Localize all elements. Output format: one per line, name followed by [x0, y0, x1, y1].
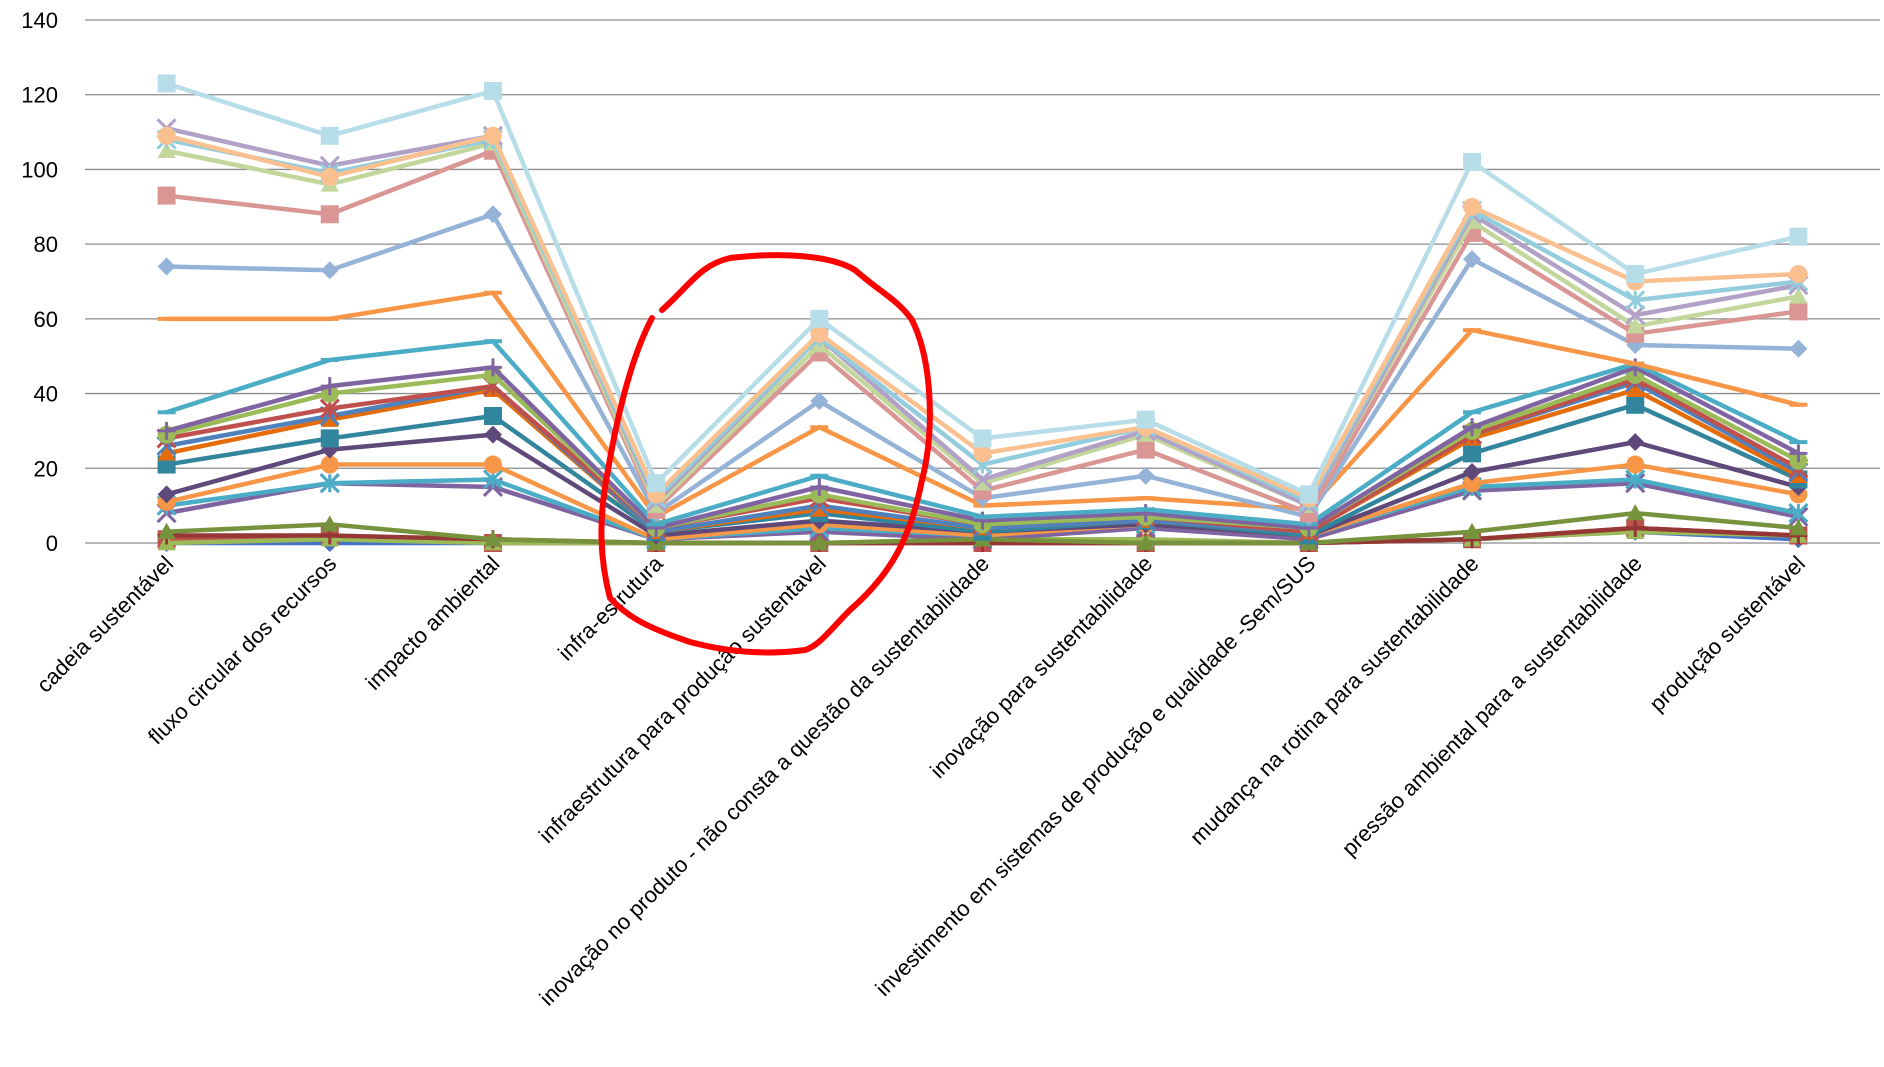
data-point	[483, 205, 502, 224]
data-point	[157, 126, 176, 145]
data-point	[1136, 534, 1155, 551]
data-point	[1626, 317, 1645, 334]
data-point	[1463, 444, 1482, 463]
data-point	[972, 469, 993, 490]
annotation-layer	[598, 252, 933, 656]
data-point	[320, 410, 339, 427]
data-point	[1463, 463, 1482, 482]
data-point	[1789, 227, 1808, 246]
data-point	[483, 530, 502, 547]
data-point	[1626, 380, 1645, 398]
data-point	[1136, 466, 1155, 485]
data-point	[973, 474, 992, 491]
data-point	[810, 534, 829, 551]
data-point	[1789, 265, 1808, 284]
data-point	[973, 444, 992, 463]
y-tick-label: 80	[34, 232, 58, 257]
y-tick-label: 100	[21, 157, 58, 182]
series-group	[156, 74, 1809, 552]
data-point	[1789, 519, 1808, 536]
data-point	[483, 406, 502, 425]
x-category-label: infra-estrutura	[553, 550, 668, 665]
data-point	[810, 392, 829, 411]
data-point	[157, 257, 176, 276]
data-point	[810, 309, 829, 328]
data-point	[483, 126, 502, 145]
data-point	[1626, 265, 1645, 284]
series-15	[157, 358, 1808, 538]
data-point	[320, 377, 339, 396]
data-point	[320, 205, 339, 224]
data-point	[320, 515, 339, 532]
y-tick-label: 60	[34, 307, 58, 332]
data-point	[1626, 519, 1645, 538]
data-point	[320, 126, 339, 145]
y-tick-label: 20	[34, 456, 58, 481]
x-category-label: pressão ambiental para a sustentabilidad…	[1337, 551, 1647, 861]
data-point	[1626, 455, 1645, 474]
data-point	[1463, 474, 1482, 493]
x-category-label: produção sustentável	[1644, 551, 1810, 717]
data-point	[1136, 410, 1155, 429]
data-point	[1789, 302, 1808, 321]
hand-drawn-circle-annotation	[598, 252, 933, 656]
data-point	[483, 425, 502, 444]
data-point	[157, 141, 176, 158]
data-point	[1463, 418, 1482, 437]
data-point	[1136, 440, 1155, 459]
data-point	[483, 358, 502, 377]
data-point	[157, 485, 176, 504]
series-24	[157, 74, 1808, 504]
x-category-label: fluxo circular dos recursos	[143, 551, 341, 749]
data-point	[647, 474, 666, 493]
data-point	[1463, 152, 1482, 171]
data-point	[810, 324, 829, 343]
data-point	[1463, 250, 1482, 269]
data-point	[157, 186, 176, 205]
data-point	[319, 473, 340, 494]
x-category-label: impacto ambiental	[361, 551, 505, 695]
data-point	[973, 429, 992, 448]
data-point	[810, 477, 829, 496]
y-tick-label: 0	[46, 531, 58, 556]
y-tick-label: 120	[21, 83, 58, 108]
data-point	[320, 455, 339, 474]
data-point	[1789, 339, 1808, 358]
data-point	[1463, 197, 1482, 216]
data-point	[1625, 305, 1646, 326]
data-point	[483, 81, 502, 100]
data-point	[1789, 287, 1808, 304]
y-axis: 0 20 40 60 80 100 120 140	[21, 8, 58, 556]
x-category-label: cadeia sustentável	[32, 551, 179, 698]
data-point	[157, 421, 176, 440]
y-tick-label: 40	[34, 382, 58, 407]
data-point	[1625, 290, 1646, 311]
data-point	[1626, 504, 1645, 521]
data-point	[157, 522, 176, 539]
data-point	[1299, 485, 1318, 504]
data-point	[1463, 522, 1482, 539]
data-point	[1626, 395, 1645, 414]
data-point	[157, 74, 176, 93]
data-point	[1789, 444, 1808, 463]
x-category-label: infraestrutura para produção sustentavel	[534, 551, 831, 848]
data-point	[157, 444, 176, 461]
data-point	[1136, 504, 1155, 523]
data-point	[320, 429, 339, 448]
y-tick-label: 140	[21, 8, 58, 33]
data-point	[320, 261, 339, 280]
data-point	[1626, 433, 1645, 452]
data-point	[483, 455, 502, 474]
data-point	[810, 500, 829, 517]
x-category-label: mudança na rotina para sustentabilidade	[1185, 551, 1484, 850]
data-point	[320, 167, 339, 186]
